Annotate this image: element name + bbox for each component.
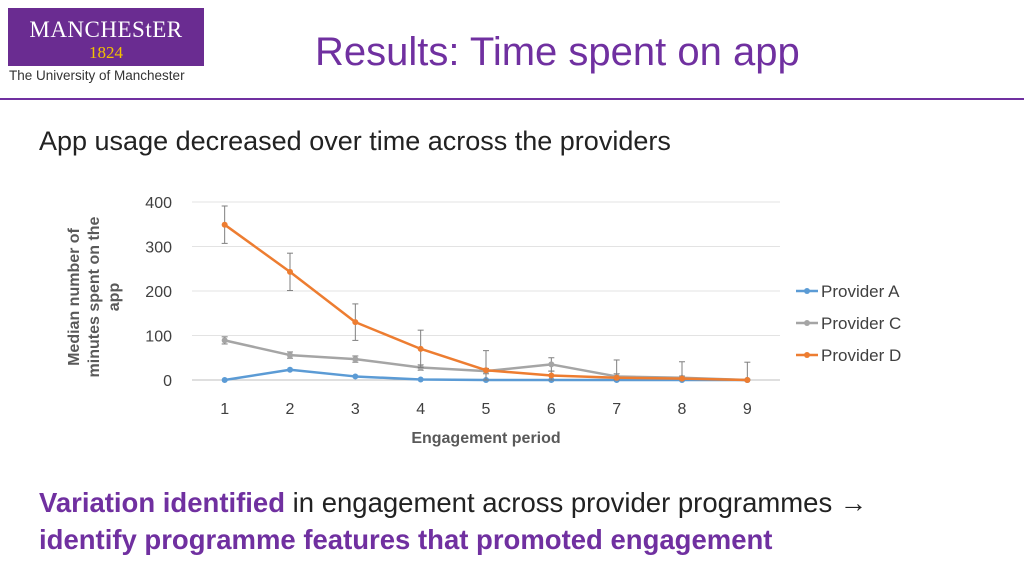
x-tick-label: 3: [351, 401, 360, 418]
legend-label: Provider D: [821, 346, 901, 365]
data-point: [221, 337, 228, 344]
y-axis-label-line: app: [106, 283, 123, 312]
x-axis-label: Engagement period: [411, 430, 560, 447]
data-point: [221, 377, 228, 383]
legend-label: Provider A: [821, 282, 900, 301]
footer-line2: identify programme features that promote…: [39, 524, 773, 555]
y-tick-label: 200: [145, 284, 172, 301]
y-tick-label: 0: [163, 373, 172, 390]
data-point: [287, 366, 293, 373]
data-point: [417, 345, 424, 352]
logo-year: 1824: [89, 43, 123, 62]
slide-subtitle: App usage decreased over time across the…: [39, 126, 671, 156]
data-point: [417, 376, 424, 383]
y-axis-label: Median number of minutes spent on the app: [66, 216, 123, 377]
data-point: [287, 268, 293, 275]
y-tick-label: 300: [145, 240, 172, 257]
y-axis-label-line: minutes spent on the: [86, 216, 103, 377]
university-logo: MANCHEStER 1824: [8, 8, 204, 66]
x-tick-label: 5: [482, 401, 491, 418]
footer-text: Variation identified in engagement acros…: [39, 484, 999, 558]
x-tick-label: 4: [416, 401, 425, 418]
data-point: [352, 319, 359, 326]
data-point: [744, 377, 751, 383]
footer-normal: in engagement across provider programmes: [285, 487, 840, 518]
legend-marker: [804, 288, 810, 294]
footer-highlight: Variation identified: [39, 487, 286, 518]
data-point: [287, 352, 293, 359]
x-tick-label: 2: [286, 401, 295, 418]
x-tick-label: 8: [678, 401, 687, 418]
data-point: [221, 221, 228, 228]
legend-label: Provider C: [821, 314, 901, 333]
data-point: [352, 356, 359, 363]
arrow-right-icon: →: [839, 487, 868, 518]
title-divider: [0, 98, 1024, 100]
data-point: [679, 375, 685, 382]
logo-wordmark: MANCHEStER: [29, 17, 183, 42]
y-tick-label: 100: [145, 329, 172, 346]
data-point: [548, 372, 555, 379]
x-tick-label: 1: [220, 401, 229, 418]
legend-marker: [804, 352, 810, 358]
x-tick-label: 7: [612, 401, 621, 418]
data-point: [352, 373, 359, 380]
logo-subtitle: The University of Manchester: [9, 68, 185, 83]
slide-title: Results: Time spent on app: [315, 30, 800, 74]
data-point: [483, 367, 489, 374]
legend-marker: [804, 320, 810, 326]
data-point: [613, 374, 620, 381]
x-tick-label: 6: [547, 401, 556, 418]
y-axis-label-line: Median number of: [66, 227, 83, 365]
x-tick-label: 9: [743, 401, 752, 418]
data-point: [548, 361, 555, 368]
y-tick-label: 400: [145, 195, 172, 212]
